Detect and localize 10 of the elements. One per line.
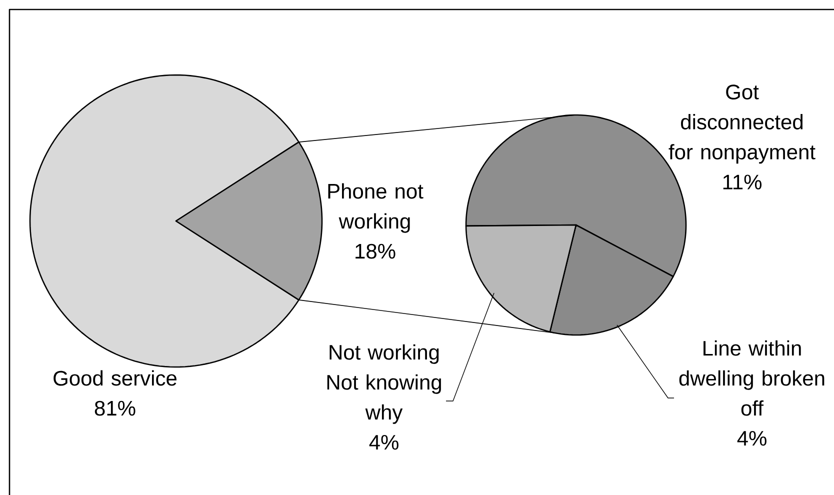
data-label: 4% bbox=[737, 430, 766, 446]
slice-label: Line within dwelling broken off bbox=[679, 340, 824, 416]
data-label: 81% bbox=[94, 400, 136, 416]
data-label: 4% bbox=[369, 434, 398, 450]
slice-label: Phone not working bbox=[328, 183, 424, 233]
data-label: 18% bbox=[356, 244, 396, 259]
slice-label: Not working Not knowing why bbox=[327, 344, 441, 424]
data-label: 11% bbox=[723, 174, 762, 190]
slice-label: Got disconnected for nonpayment bbox=[668, 84, 816, 164]
slice-label: Good service bbox=[54, 370, 176, 386]
